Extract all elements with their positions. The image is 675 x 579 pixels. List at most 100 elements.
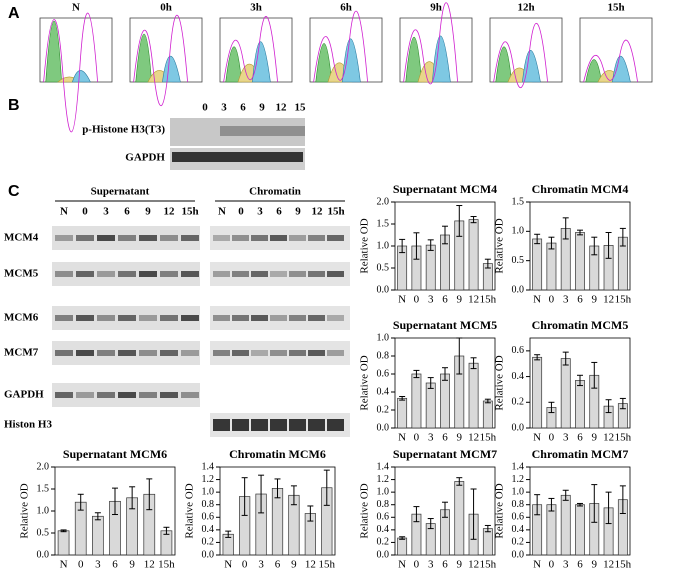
y-tick-label: 0.4 xyxy=(512,371,525,382)
lane-label: 12 xyxy=(312,206,324,218)
panel-label: B xyxy=(8,97,20,114)
y-axis-label: Relative OD xyxy=(494,483,506,538)
blot-band xyxy=(308,419,325,431)
y-tick-label: 2.0 xyxy=(377,196,390,207)
x-tick-label: 6 xyxy=(112,559,118,571)
bar xyxy=(575,232,585,291)
y-tick-label: 0.5 xyxy=(37,527,50,538)
blot-band xyxy=(308,315,325,321)
x-tick-label: 6 xyxy=(577,559,583,571)
bar xyxy=(397,537,408,556)
y-tick-label: 2.0 xyxy=(37,461,50,472)
x-tick-label: N xyxy=(224,559,232,571)
blot-band xyxy=(97,392,115,398)
y-axis-label: Relative OD xyxy=(359,218,371,273)
blot-band xyxy=(139,271,157,277)
panel-label: A xyxy=(8,5,20,22)
g2-peak xyxy=(432,35,451,83)
blot-band xyxy=(139,350,157,356)
y-tick-label: 1.5 xyxy=(512,196,525,207)
blot-band xyxy=(97,315,115,321)
group-label: Supernatant xyxy=(91,186,150,198)
y-tick-label: 0.0 xyxy=(512,422,525,433)
lane-label: 3 xyxy=(103,206,109,218)
blot-band xyxy=(232,271,249,277)
y-tick-label: 0.6 xyxy=(202,512,215,523)
blot-band xyxy=(289,350,306,356)
chart-title: Chromatin MCM4 xyxy=(532,182,629,196)
x-tick-label: 9 xyxy=(592,432,598,444)
bar xyxy=(397,397,408,429)
y-tick-label: 0.8 xyxy=(377,350,390,361)
bar xyxy=(560,494,571,556)
x-tick-label: 0 xyxy=(414,432,420,444)
x-tick-label: 9 xyxy=(457,294,463,306)
lane-label: N xyxy=(60,206,68,218)
g2-peak xyxy=(71,70,91,83)
y-tick-label: 1.4 xyxy=(512,461,525,472)
y-tick-label: 0.6 xyxy=(512,512,525,523)
bar xyxy=(425,382,436,429)
x-tick-label: 3 xyxy=(428,432,434,444)
histogram-title: 12h xyxy=(517,2,534,14)
histogram-title: 15h xyxy=(607,2,624,14)
blot-band xyxy=(172,152,303,162)
blot-band xyxy=(327,315,344,321)
blot-band xyxy=(160,392,178,398)
x-tick-label: 3 xyxy=(563,559,569,571)
chart-title: Supernatant MCM7 xyxy=(393,447,497,461)
blot-band xyxy=(160,350,178,356)
blot-band xyxy=(97,271,115,277)
blot-band xyxy=(220,126,305,136)
blot-band xyxy=(55,392,73,398)
blot-band xyxy=(76,271,94,277)
x-tick-label: 9 xyxy=(592,559,598,571)
blot-band xyxy=(160,271,178,277)
g2-peak xyxy=(342,38,361,83)
lane-label: 15h xyxy=(327,206,344,218)
x-tick-label: 0 xyxy=(414,294,420,306)
blot-band xyxy=(181,315,199,321)
y-tick-label: 0.4 xyxy=(512,524,525,535)
histogram-title: N xyxy=(72,2,80,14)
blot-band xyxy=(308,271,325,277)
panel-label: C xyxy=(8,183,20,200)
y-tick-label: 0.0 xyxy=(37,549,50,560)
chart-title: Chromatin MCM5 xyxy=(532,318,629,332)
bar xyxy=(482,528,493,556)
y-tick-label: 1.0 xyxy=(377,486,390,497)
x-tick-label: 9 xyxy=(592,294,598,306)
y-axis-label: Relative OD xyxy=(359,483,371,538)
row-label: MCM4 xyxy=(4,232,39,244)
fit-line xyxy=(493,22,548,88)
y-tick-label: 0.0 xyxy=(512,549,525,560)
x-tick-label: 9 xyxy=(129,559,135,571)
x-tick-label: 6 xyxy=(442,559,448,571)
bar xyxy=(532,356,543,429)
blot-band xyxy=(55,315,73,321)
bar xyxy=(575,380,585,429)
blot-band xyxy=(181,350,199,356)
lane-label: 12 xyxy=(164,206,176,218)
y-tick-label: 0.2 xyxy=(202,537,215,548)
blot-band xyxy=(289,271,306,277)
x-tick-label: 12 xyxy=(603,432,614,444)
blot-band xyxy=(76,350,94,356)
blot-band xyxy=(213,315,230,321)
y-tick-label: 1.0 xyxy=(202,486,215,497)
lane-label: 0 xyxy=(202,102,208,114)
lane-label: 0 xyxy=(82,206,88,218)
g2-peak xyxy=(612,56,631,83)
row-label: p-Histone H3(T3) xyxy=(82,124,165,136)
x-tick-label: 0 xyxy=(78,559,84,571)
x-tick-label: N xyxy=(533,559,541,571)
y-tick-label: 1.4 xyxy=(202,461,215,472)
y-axis-label: Relative OD xyxy=(19,483,31,538)
blot-band xyxy=(327,350,344,356)
x-tick-label: 12 xyxy=(468,559,479,571)
blot-band xyxy=(213,419,230,431)
histogram-title: 9h xyxy=(430,2,442,14)
x-tick-label: 15h xyxy=(615,432,632,444)
blot-band xyxy=(232,315,249,321)
x-tick-label: 15h xyxy=(158,559,175,571)
